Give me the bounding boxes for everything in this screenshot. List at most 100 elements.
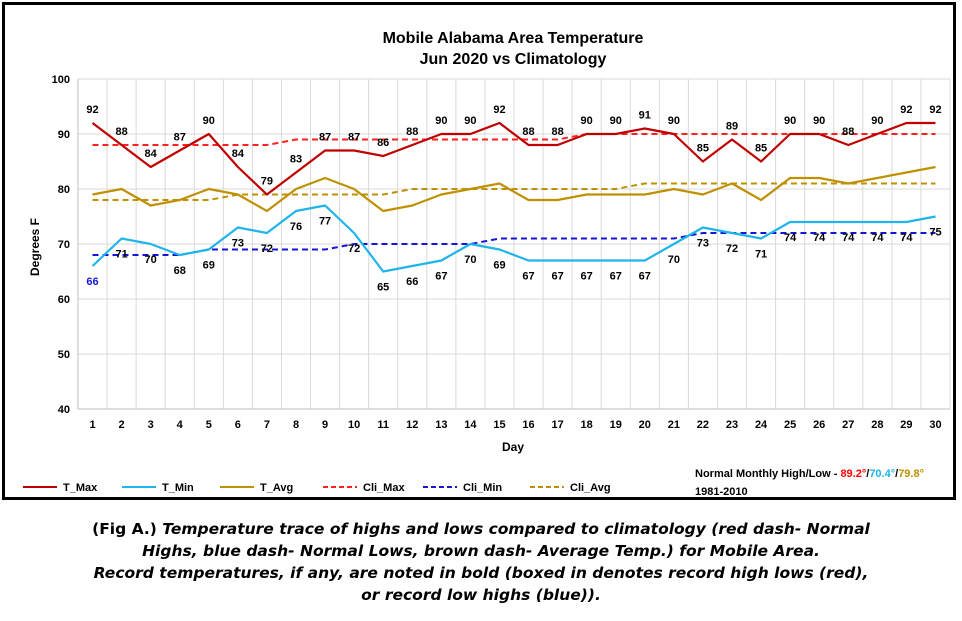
caption-line-1: (Fig A.) Temperature trace of highs and …: [0, 518, 962, 540]
data-label-t-max-3: 84: [145, 148, 158, 160]
data-label-t-max-16: 88: [522, 126, 534, 138]
y-tick-label-40: 40: [58, 404, 70, 416]
x-tick-label-5: 5: [206, 419, 212, 431]
data-label-t-min-9: 77: [319, 216, 331, 228]
normals-sep1: /: [866, 468, 869, 480]
x-tick-label-2: 2: [119, 419, 125, 431]
data-label-t-min-6: 73: [232, 238, 244, 250]
normals-text: Normal Monthly High/Low - 89.2°/70.4°/79…: [695, 468, 924, 480]
x-tick-label-4: 4: [177, 419, 184, 431]
data-label-t-max-10: 87: [348, 132, 360, 144]
data-label-t-max-5: 90: [203, 115, 215, 127]
data-label-t-max-30: 92: [929, 104, 941, 116]
data-label-t-max-22: 85: [697, 143, 709, 155]
chart-subtitle: Jun 2020 vs Climatology: [420, 51, 607, 68]
normals-period: 1981-2010: [695, 486, 748, 497]
data-label-t-min-11: 65: [377, 282, 389, 294]
x-tick-label-22: 22: [697, 419, 709, 431]
data-label-t-min-20: 67: [639, 271, 651, 283]
normals-low: 70.4°: [869, 468, 895, 480]
normals-label: Normal Monthly High/Low -: [695, 468, 840, 480]
y-tick-label-100: 100: [52, 74, 70, 86]
data-label-t-min-24: 71: [755, 249, 767, 261]
data-label-t-min-29: 74: [900, 232, 913, 244]
data-label-t-max-17: 88: [551, 126, 563, 138]
x-tick-label-20: 20: [639, 419, 651, 431]
x-tick-label-10: 10: [348, 419, 360, 431]
series-line-t-avg: [92, 165, 936, 213]
series-line-t-max: [91, 121, 936, 196]
legend-label-cli-avg: Cli_Avg: [570, 482, 611, 494]
data-label-t-min-7: 72: [261, 243, 273, 255]
x-tick-label-1: 1: [89, 419, 95, 431]
data-label-t-min-15: 69: [493, 260, 505, 272]
normals-sep2: /: [895, 468, 898, 480]
x-tick-label-26: 26: [813, 419, 825, 431]
data-label-t-max-7: 79: [261, 176, 273, 188]
data-label-t-min-26: 74: [813, 232, 826, 244]
data-label-t-min-30: 75: [929, 227, 941, 239]
figure-caption: (Fig A.) Temperature trace of highs and …: [0, 518, 962, 606]
data-label-t-max-4: 87: [174, 132, 186, 144]
data-label-t-min-2: 71: [115, 249, 127, 261]
normals-avg: 79.8°: [898, 468, 924, 480]
data-label-t-max-13: 90: [435, 115, 447, 127]
data-label-t-max-18: 90: [581, 115, 593, 127]
data-label-t-min-23: 72: [726, 243, 738, 255]
x-tick-label-21: 21: [668, 419, 680, 431]
data-label-t-min-28: 74: [871, 232, 884, 244]
x-tick-label-14: 14: [464, 419, 477, 431]
x-tick-label-15: 15: [493, 419, 505, 431]
x-tick-label-18: 18: [581, 419, 593, 431]
x-tick-label-30: 30: [929, 419, 941, 431]
data-label-t-max-6: 84: [232, 148, 245, 160]
data-label-t-max-24: 85: [755, 143, 767, 155]
x-tick-label-29: 29: [900, 419, 912, 431]
data-label-t-min-5: 69: [203, 260, 215, 272]
data-label-t-max-12: 88: [406, 126, 418, 138]
data-label-t-max-21: 90: [668, 115, 680, 127]
x-tick-label-12: 12: [406, 419, 418, 431]
y-tick-label-50: 50: [58, 349, 70, 361]
x-tick-label-19: 19: [610, 419, 622, 431]
y-tick-label-90: 90: [58, 129, 70, 141]
data-label-t-max-19: 90: [610, 115, 622, 127]
data-label-t-max-26: 90: [813, 115, 825, 127]
y-tick-label-60: 60: [58, 294, 70, 306]
data-label-t-max-27: 88: [842, 126, 854, 138]
x-tick-label-16: 16: [522, 419, 534, 431]
x-tick-label-23: 23: [726, 419, 738, 431]
caption-line-4: or record low highs (blue)).: [361, 586, 601, 604]
y-tick-label-80: 80: [58, 184, 70, 196]
data-label-t-min-10: 72: [348, 243, 360, 255]
data-label-t-min-17: 67: [551, 271, 563, 283]
data-label-t-max-2: 88: [115, 126, 127, 138]
data-label-t-min-27: 74: [842, 232, 855, 244]
x-tick-label-6: 6: [235, 419, 241, 431]
series-line-cli-avg: [92, 182, 936, 201]
chart-title: Mobile Alabama Area Temperature: [383, 30, 644, 47]
data-label-t-max-9: 87: [319, 132, 331, 144]
data-label-t-max-20: 91: [639, 110, 651, 122]
x-tick-label-13: 13: [435, 419, 447, 431]
legend-label-cli-max: Cli_Max: [363, 482, 405, 494]
data-label-t-max-29: 92: [900, 104, 912, 116]
normals-high: 89.2°: [840, 468, 866, 480]
legend-label-t-avg: T_Avg: [260, 482, 293, 494]
data-label-t-min-12: 66: [406, 276, 418, 288]
caption-text-1: Temperature trace of highs and lows comp…: [162, 520, 870, 538]
series-line-cli-min: [92, 232, 936, 256]
x-tick-label-17: 17: [551, 419, 563, 431]
x-tick-label-28: 28: [871, 419, 883, 431]
data-label-t-max-14: 90: [464, 115, 476, 127]
data-label-t-max-1: 92: [86, 104, 98, 116]
caption-line-2: Highs, blue dash- Normal Lows, brown das…: [142, 542, 820, 560]
x-tick-label-3: 3: [148, 419, 154, 431]
data-label-t-max-15: 92: [493, 104, 505, 116]
data-label-t-min-19: 67: [610, 271, 622, 283]
data-label-t-max-25: 90: [784, 115, 796, 127]
data-label-t-min-4: 68: [174, 265, 186, 277]
legend: T_Max T_Min T_Avg Cli_Max Cli_Min Cli_Avg: [23, 482, 611, 494]
data-label-t-min-14: 70: [464, 254, 476, 266]
